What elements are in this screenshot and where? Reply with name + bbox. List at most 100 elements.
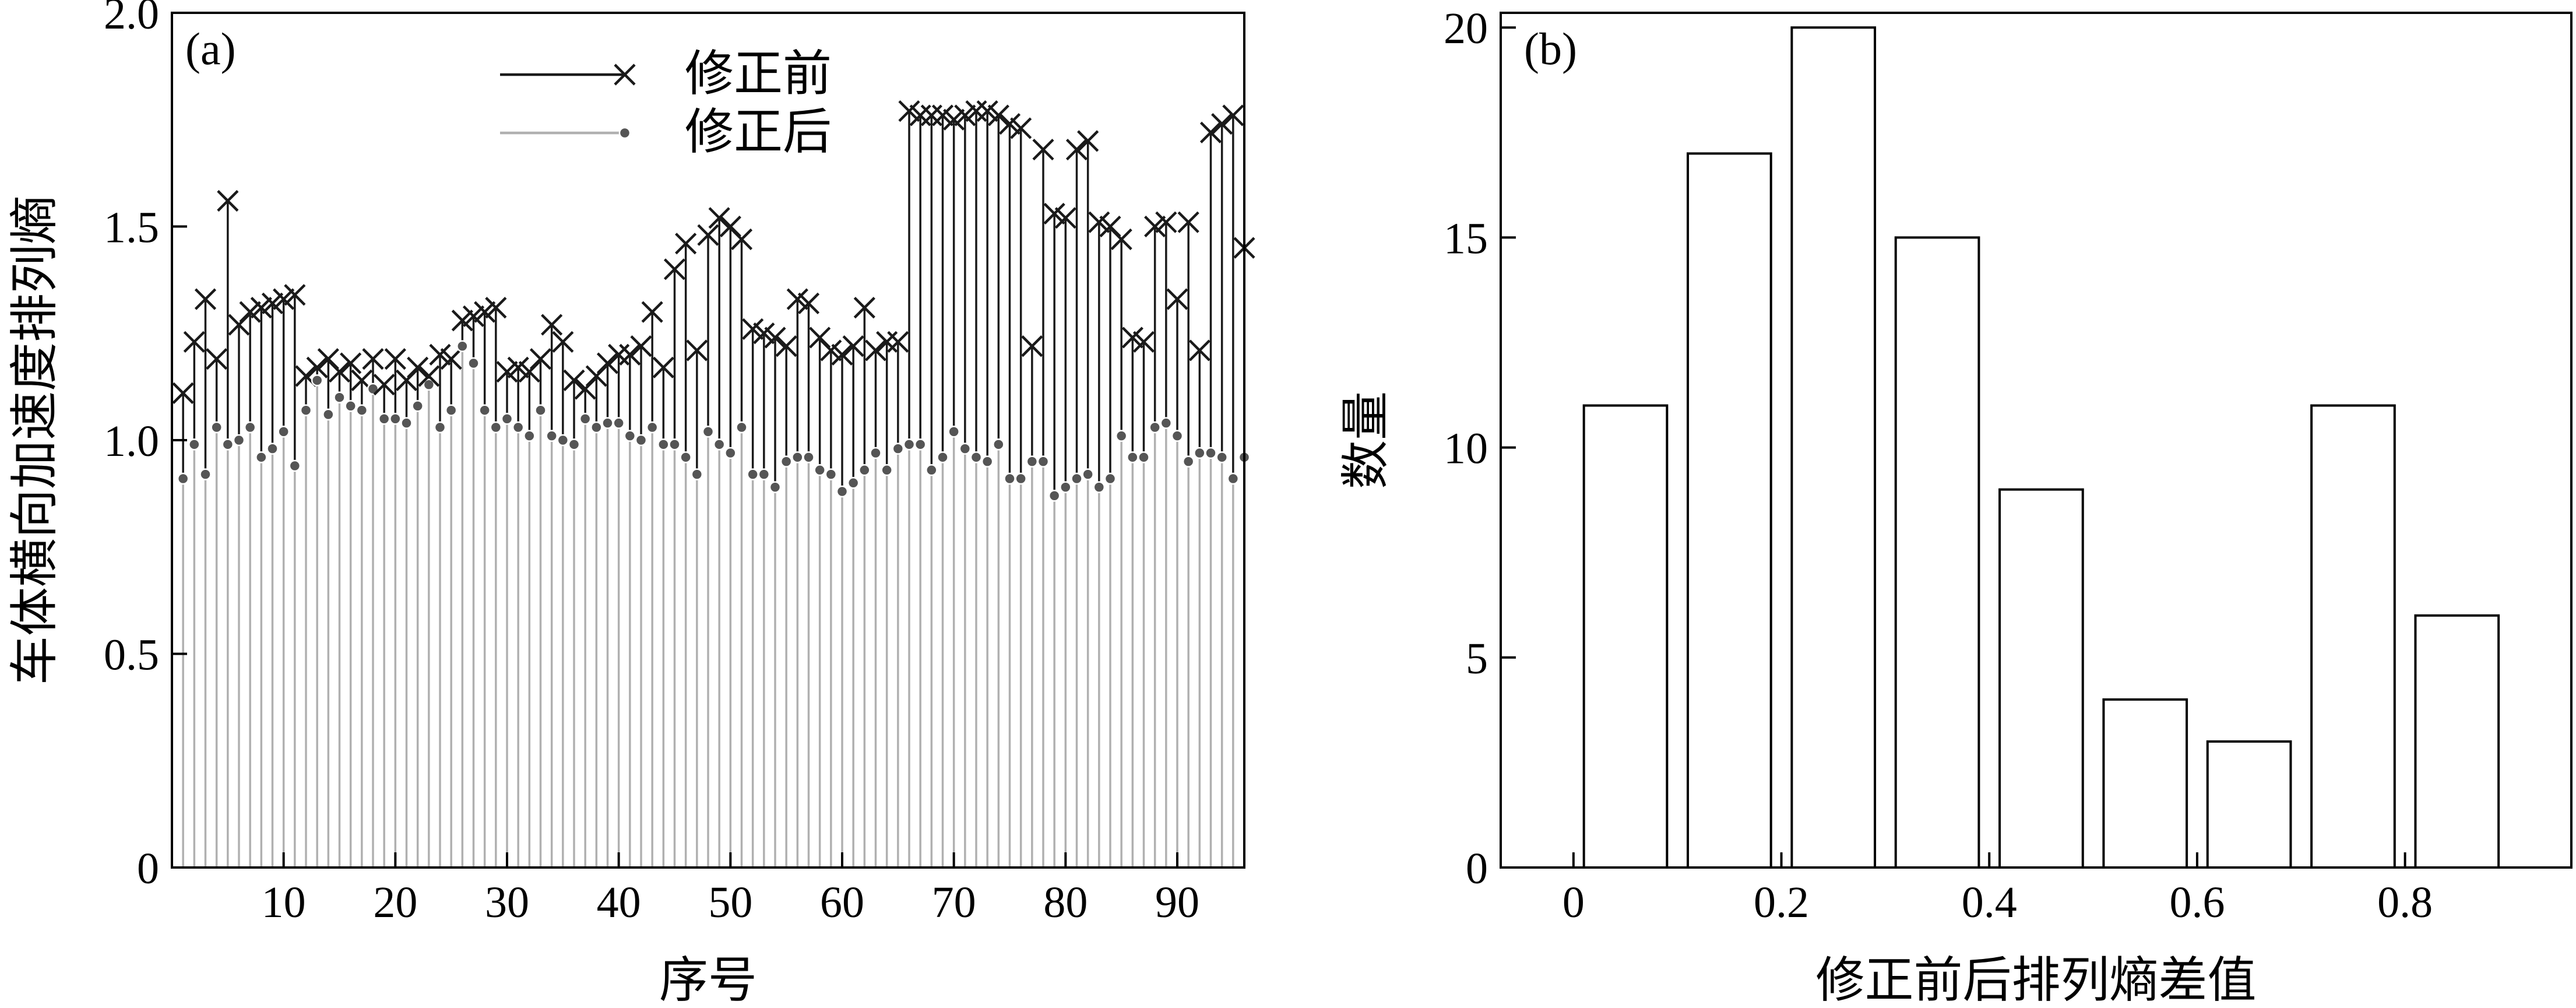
before-marker-x	[764, 326, 786, 349]
after-marker-dot	[266, 442, 279, 455]
after-marker-dot	[300, 404, 312, 416]
after-marker-dot	[434, 421, 446, 434]
after-marker-dot	[1138, 451, 1150, 463]
x-tick-label: 40	[597, 878, 641, 927]
after-marker-dot	[847, 477, 860, 489]
before-marker-x	[485, 297, 507, 319]
after-marker-dot	[601, 417, 614, 429]
before-marker-x	[474, 301, 496, 323]
x-tick-label: 0.8	[2377, 878, 2433, 927]
y-tick-label: 15	[1444, 214, 1488, 263]
y-tick-label: 2.0	[104, 0, 159, 38]
x-tick-label: 10	[262, 878, 306, 927]
after-marker-dot	[948, 426, 960, 438]
before-marker-x	[686, 339, 708, 361]
before-marker-x	[943, 108, 965, 131]
after-marker-dot	[1115, 430, 1128, 442]
after-marker-dot	[914, 438, 927, 451]
before-marker-x	[596, 352, 619, 374]
after-marker-dot	[1026, 455, 1039, 468]
before-marker-x	[786, 288, 808, 310]
after-marker-dot	[814, 464, 826, 476]
histogram-bar	[1790, 26, 1877, 869]
before-marker-x	[440, 348, 462, 370]
after-marker-dot	[713, 438, 726, 451]
before-marker-x	[362, 348, 384, 370]
after-marker-dot	[736, 421, 748, 434]
x-tick-label: 0.6	[2169, 878, 2225, 927]
before-marker-x	[630, 335, 652, 357]
legend-label-before: 修正前	[685, 45, 832, 102]
before-marker-x	[1043, 202, 1065, 225]
before-marker-x	[898, 100, 920, 122]
after-marker-dot	[534, 404, 547, 416]
after-marker-dot	[1037, 455, 1050, 468]
before-marker-x	[541, 314, 563, 336]
before-marker-x	[284, 284, 306, 306]
histogram-bar	[2206, 740, 2292, 869]
before-marker-x	[641, 301, 663, 323]
after-marker-dot	[780, 455, 793, 468]
after-marker-dot	[613, 417, 625, 429]
after-marker-dot	[1182, 455, 1195, 468]
before-marker-x	[306, 356, 328, 378]
after-marker-dot	[635, 434, 647, 447]
x-tick-label: 0.4	[1962, 878, 2017, 927]
after-marker-dot	[568, 438, 580, 451]
before-marker-x	[652, 356, 674, 378]
x-tick-label: 50	[708, 878, 752, 927]
after-marker-dot	[892, 442, 905, 455]
y-axis-title: 数量	[1337, 391, 1394, 489]
x-tick-label: 30	[485, 878, 529, 927]
y-axis-title: 车体横向加速度排列熵	[6, 195, 63, 685]
after-marker-dot	[881, 464, 893, 476]
before-marker-x	[239, 301, 261, 323]
before-marker-x	[675, 233, 697, 255]
before-marker-x	[1211, 113, 1233, 135]
after-marker-dot	[188, 438, 200, 451]
after-marker-dot	[322, 408, 335, 421]
before-marker-x	[217, 189, 239, 212]
after-marker-dot	[490, 421, 502, 434]
after-marker-dot	[333, 391, 346, 403]
panel-label: (a)	[185, 23, 236, 74]
after-marker-dot	[791, 451, 804, 463]
after-marker-dot	[523, 430, 536, 442]
after-marker-dot	[344, 400, 357, 412]
histogram-bar	[1894, 236, 1980, 869]
before-marker-x	[864, 339, 887, 361]
after-marker-dot	[557, 434, 569, 447]
after-marker-dot	[1127, 451, 1139, 463]
before-marker-x	[429, 343, 451, 366]
after-marker-dot	[668, 438, 681, 451]
after-marker-dot	[423, 378, 435, 391]
after-marker-dot	[903, 438, 916, 451]
y-tick-label: 0.5	[104, 631, 159, 680]
panel-a-stem-chart: 10 20 30 40 50 60 70 80 90 0 0.5 1.0 1.5 2.0 序号 车体横向加速度…	[6, 0, 1255, 1008]
before-marker-x	[373, 374, 395, 396]
after-marker-dot	[1227, 472, 1240, 485]
before-marker-x	[842, 335, 864, 357]
before-marker-x	[797, 292, 820, 315]
before-marker-x	[1177, 211, 1199, 233]
before-marker-x	[775, 335, 797, 357]
after-marker-dot	[803, 451, 815, 463]
before-marker-x	[418, 365, 440, 387]
y-tick-label: 5	[1466, 634, 1488, 683]
before-marker-x	[328, 361, 351, 383]
after-marker-dot	[467, 357, 480, 370]
after-marker-dot	[1071, 472, 1083, 485]
after-marker-dot	[1216, 451, 1228, 463]
before-marker-x	[663, 258, 686, 280]
before-marker-x	[1065, 138, 1088, 161]
after-marker-dot	[624, 430, 636, 442]
before-marker-x	[876, 331, 898, 353]
after-marker-dot	[177, 472, 189, 485]
before-marker-x	[507, 356, 529, 378]
before-marker-x	[987, 104, 1009, 127]
after-marker-dot	[959, 442, 972, 455]
before-marker-x	[753, 322, 775, 345]
before-marker-x	[853, 297, 875, 319]
after-marker-dot	[512, 421, 525, 434]
